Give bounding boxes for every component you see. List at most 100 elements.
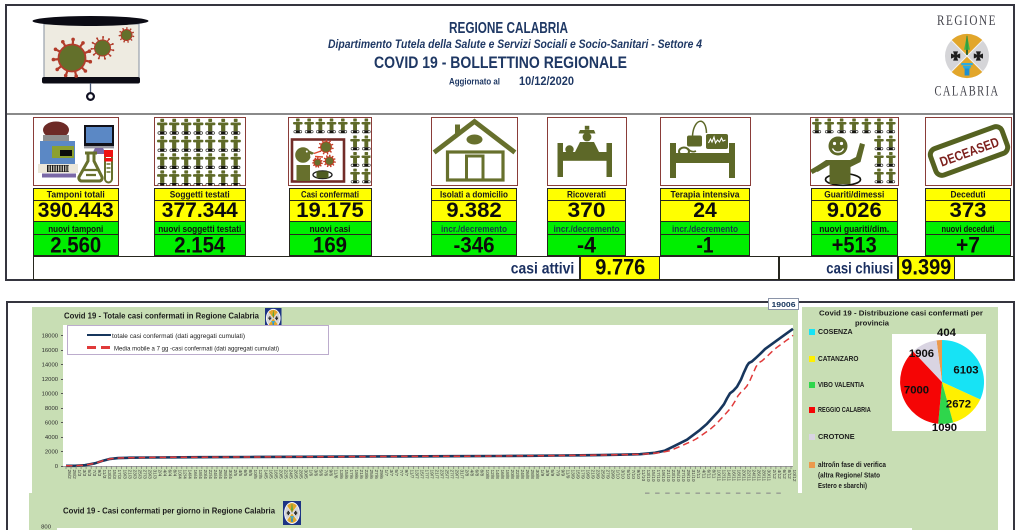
svg-text:11/6: 11/6 [333, 470, 339, 479]
svg-text:16/5: 16/5 [267, 470, 273, 480]
svg-text:7/9: 7/9 [554, 470, 560, 477]
svg-text:VIBO VALENTIA: VIBO VALENTIA [818, 380, 865, 389]
svg-text:17/3: 17/3 [116, 470, 122, 480]
svg-text:14/8: 14/8 [494, 470, 500, 480]
svg-text:altro/in fase di verifica: altro/in fase di verifica [818, 460, 887, 469]
svg-text:18/5: 18/5 [272, 470, 278, 480]
svg-text:REGIONE: REGIONE [937, 13, 997, 29]
svg-text:16/4: 16/4 [192, 470, 198, 480]
svg-text:27/9: 27/9 [605, 470, 611, 480]
svg-text:18000: 18000 [42, 333, 59, 339]
svg-text:9.026: 9.026 [827, 197, 882, 222]
svg-text:23/9: 23/9 [595, 470, 601, 480]
svg-text:3/3: 3/3 [81, 470, 87, 477]
svg-text:12/4: 12/4 [182, 470, 188, 480]
svg-text:30/4: 30/4 [227, 470, 233, 480]
svg-text:169: 169 [313, 232, 347, 257]
svg-text:18/4: 18/4 [197, 470, 203, 480]
svg-text:8/5: 8/5 [247, 470, 253, 477]
svg-text:30/8: 30/8 [534, 470, 540, 480]
svg-text:15/7: 15/7 [418, 470, 424, 480]
svg-text:30/11: 30/11 [766, 470, 772, 482]
svg-text:17/6: 17/6 [348, 470, 354, 480]
svg-text:Covid 19 - Distribuzione casi: Covid 19 - Distribuzione casi confermati… [819, 308, 983, 317]
svg-text:373: 373 [950, 197, 987, 222]
svg-text:10/5: 10/5 [252, 470, 258, 480]
svg-text:25/7: 25/7 [444, 470, 450, 480]
svg-text:19/9: 19/9 [585, 470, 591, 480]
svg-text:2/11: 2/11 [695, 470, 701, 479]
svg-text:casi chiusi: casi chiusi [826, 261, 893, 278]
svg-text:13/7: 13/7 [413, 470, 419, 480]
svg-text:17/9: 17/9 [579, 470, 585, 480]
svg-text:370: 370 [568, 197, 606, 222]
svg-text:23/3: 23/3 [131, 470, 137, 480]
svg-text:9/9: 9/9 [559, 470, 565, 477]
svg-text:+7: +7 [956, 232, 980, 257]
svg-text:18/8: 18/8 [504, 470, 510, 480]
svg-text:Casi confermati: Casi confermati [301, 188, 359, 199]
svg-text:7000: 7000 [904, 385, 929, 397]
svg-text:6103: 6103 [953, 365, 978, 377]
svg-text:5/6: 5/6 [318, 470, 324, 477]
svg-text:390.443: 390.443 [38, 197, 114, 222]
svg-text:8/8: 8/8 [479, 470, 485, 477]
svg-text:4000: 4000 [45, 435, 59, 441]
svg-text:19/3: 19/3 [121, 470, 127, 480]
svg-text:11/3: 11/3 [101, 470, 107, 479]
svg-text:5/3: 5/3 [86, 470, 92, 477]
svg-text:19/6: 19/6 [353, 470, 359, 480]
svg-text:28/4: 28/4 [222, 470, 228, 480]
svg-text:10/12: 10/12 [791, 470, 797, 482]
svg-text:8/4: 8/4 [172, 470, 178, 477]
svg-text:2.560: 2.560 [50, 232, 101, 257]
svg-text:nuovi soggetti testati: nuovi soggetti testati [158, 223, 241, 234]
svg-text:incr./decremento: incr./decremento [672, 223, 738, 234]
svg-text:20/5: 20/5 [277, 470, 283, 480]
svg-text:6/12: 6/12 [781, 470, 787, 480]
svg-text:1090: 1090 [932, 422, 957, 434]
svg-text:2.154: 2.154 [174, 232, 225, 257]
svg-text:377.344: 377.344 [162, 197, 238, 222]
svg-text:11/7: 11/7 [408, 470, 414, 479]
svg-text:21/6: 21/6 [358, 470, 364, 480]
svg-text:24/4: 24/4 [212, 470, 218, 480]
svg-text:27/7: 27/7 [449, 470, 455, 480]
svg-text:28/5: 28/5 [298, 470, 304, 480]
svg-text:28/11: 28/11 [761, 470, 767, 482]
svg-text:Aggiornato al: Aggiornato al [449, 77, 500, 87]
svg-text:26/8: 26/8 [524, 470, 530, 480]
svg-text:Terapia intensiva: Terapia intensiva [671, 188, 741, 199]
svg-text:-346: -346 [454, 232, 495, 257]
svg-text:19/10: 19/10 [660, 470, 666, 482]
svg-text:COSENZA: COSENZA [818, 327, 853, 336]
svg-text:9.776: 9.776 [595, 255, 645, 280]
svg-text:Soggetti testati: Soggetti testati [170, 188, 230, 199]
svg-text:6/11: 6/11 [705, 470, 711, 479]
svg-text:22/4: 22/4 [207, 470, 213, 480]
svg-text:17/10: 17/10 [655, 470, 661, 482]
svg-text:25/6: 25/6 [368, 470, 374, 480]
svg-text:21/3: 21/3 [126, 470, 132, 480]
svg-text:14/5: 14/5 [262, 470, 268, 480]
svg-text:24: 24 [693, 197, 717, 222]
svg-text:casi attivi: casi attivi [511, 261, 575, 278]
svg-text:9/10: 9/10 [635, 470, 641, 480]
svg-text:9/3: 9/3 [96, 470, 102, 477]
svg-text:31/10: 31/10 [690, 470, 696, 482]
svg-text:12/8: 12/8 [489, 470, 495, 480]
svg-text:1/7: 1/7 [383, 470, 389, 477]
svg-text:2/4: 2/4 [157, 470, 163, 477]
svg-text:incr./decremento: incr./decremento [554, 223, 620, 234]
svg-text:14/11: 14/11 [725, 470, 731, 482]
svg-text:21/7: 21/7 [433, 470, 439, 480]
svg-text:COVID 19 - BOLLETTINO REGIONAL: COVID 19 - BOLLETTINO REGIONALE [374, 54, 627, 72]
svg-text:15/10: 15/10 [650, 470, 656, 482]
svg-text:13/3: 13/3 [106, 470, 112, 480]
svg-text:CATANZARO: CATANZARO [818, 354, 859, 363]
svg-text:28/8: 28/8 [529, 470, 535, 480]
svg-text:27/10: 27/10 [680, 470, 686, 482]
svg-text:15/3: 15/3 [111, 470, 117, 480]
svg-text:6/5: 6/5 [242, 470, 248, 477]
svg-text:5/10: 5/10 [625, 470, 631, 480]
